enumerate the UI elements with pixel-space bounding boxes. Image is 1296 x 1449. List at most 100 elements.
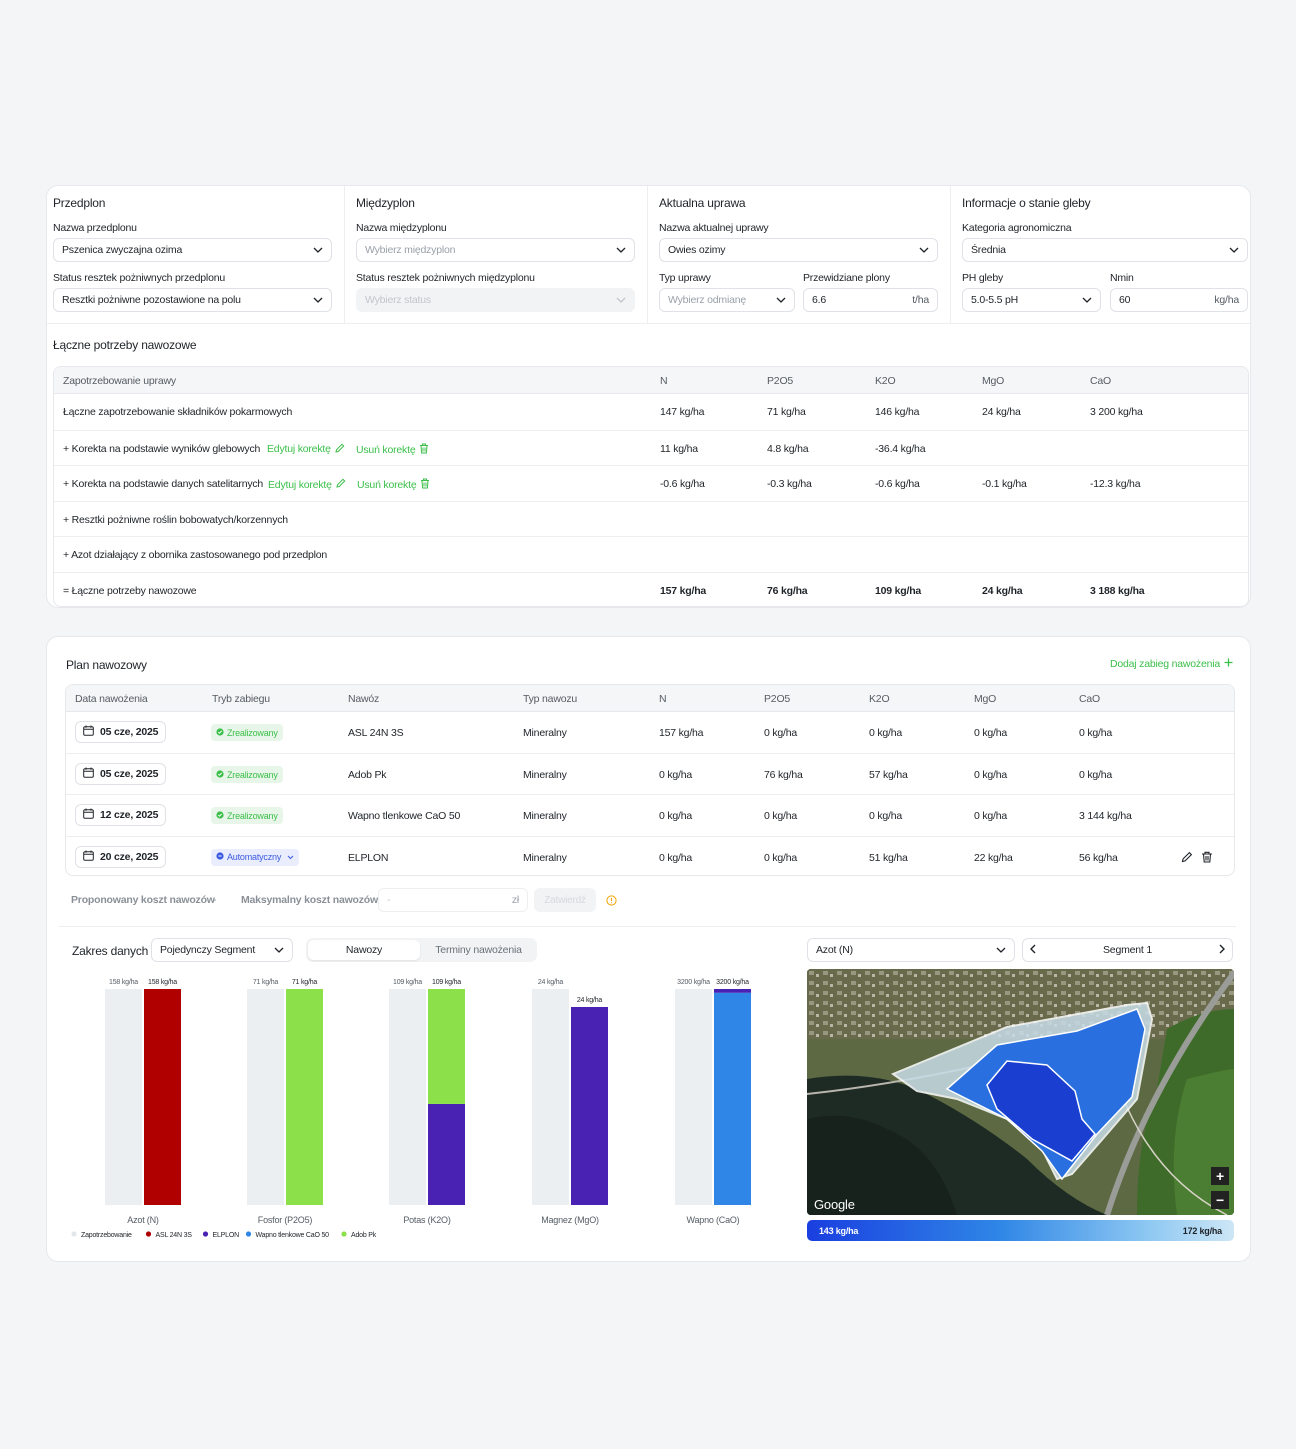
date-picker[interactable]: 05 cze, 2025 <box>75 721 167 743</box>
max-cost-unit: zł <box>511 894 519 906</box>
nutrient-select[interactable]: Azot (N) <box>807 938 1015 962</box>
auto-icon <box>216 852 224 862</box>
max-cost-label: Maksymalny koszt nawozów <box>241 894 378 906</box>
need-bar <box>247 989 284 1205</box>
needs-row-label: + Resztki pożniwne roślin bobowatych/kor… <box>63 513 288 526</box>
category-label: Azot (N) <box>127 1215 159 1225</box>
plan-cell: 0 kg/ha <box>974 769 1008 782</box>
need-bar <box>105 989 142 1205</box>
needs-header-p2o5: P2O5 <box>767 375 794 387</box>
chevron-down-icon <box>996 945 1006 955</box>
mode-label: Automatyczny <box>227 852 282 863</box>
przedplon-name-value: Pszenica zwyczajna ozima <box>62 244 183 256</box>
uprawa-type-select[interactable]: Wybierz odmianę <box>659 288 795 312</box>
edit-correction-button[interactable]: Edytuj korektę <box>268 478 346 491</box>
chevron-down-icon <box>616 245 626 255</box>
needs-cell: 3 188 kg/ha <box>1090 584 1145 597</box>
save-button[interactable]: Zatwierdź <box>534 888 596 912</box>
tab-nawozy[interactable]: Nawozy <box>308 940 420 960</box>
przedplon-status-select[interactable]: Resztki pożniwne pozostawione na polu <box>53 288 332 312</box>
plan-cell: 22 kg/ha <box>974 851 1013 864</box>
plan-cell: 0 kg/ha <box>764 727 798 739</box>
max-cost-input[interactable]: - zł <box>378 888 528 912</box>
miedzyplon-status-placeholder: Wybierz status <box>365 294 431 306</box>
date-picker[interactable]: 20 cze, 2025 <box>75 845 167 868</box>
plan-cell: 0 kg/ha <box>764 810 798 823</box>
legend-label: Zapotrzebowanie <box>81 1232 132 1239</box>
fertilizer-name: Wapno tlenkowe CaO 50 <box>348 810 461 823</box>
pencil-icon[interactable] <box>1181 851 1193 866</box>
fertilizer-name: ASL 24N 3S <box>348 727 404 739</box>
plan-header-fert: Nawóz <box>348 693 380 705</box>
date-value: 05 cze, 2025 <box>100 726 159 738</box>
miedzyplon-name-select[interactable]: Wybierz międzyplon <box>356 238 635 262</box>
needs-row: = Łączne potrzeby nawozowe 157 kg/ha 76 kg… <box>54 571 1248 607</box>
range-select[interactable]: Pojedynczy Segment <box>151 938 293 962</box>
legend-label: ASL 24N 3S <box>156 1232 193 1239</box>
mode-label: Zrealizowany <box>227 727 278 738</box>
mode-label: Zrealizowany <box>227 769 278 780</box>
need-bar <box>532 989 569 1205</box>
chevron-right-icon[interactable] <box>1218 944 1226 957</box>
trash-icon <box>419 443 429 457</box>
fertilizer-type: Mineralny <box>523 769 567 782</box>
legend-dot <box>245 1231 252 1237</box>
segment-map[interactable]: Google + − <box>807 969 1234 1215</box>
uprawa-yield-input[interactable]: 6.6 t/ha <box>803 288 938 312</box>
remove-correction-button[interactable]: Usuń korektę <box>356 443 429 457</box>
date-picker[interactable]: 05 cze, 2025 <box>75 763 167 786</box>
chevron-down-icon <box>1082 295 1092 305</box>
edit-correction-button[interactable]: Edytuj korektę <box>267 443 345 456</box>
plan-cell: 0 kg/ha <box>974 810 1008 823</box>
needs-cell: -0.1 kg/ha <box>982 478 1027 490</box>
add-treatment-button[interactable]: Dodaj zabieg nawożenia <box>1110 658 1233 670</box>
chevron-left-icon[interactable] <box>1029 944 1037 957</box>
check-circle-icon <box>216 727 224 738</box>
uprawa-type-label: Typ uprawy <box>659 272 711 284</box>
applied-bar-segment <box>428 989 465 1104</box>
gleba-nmin-label: Nmin <box>1110 272 1134 284</box>
chevron-down-icon <box>313 245 323 255</box>
needs-cell: 147 kg/ha <box>660 406 705 418</box>
plan-row: 05 cze, 2025 Zrealizowany ASL 24N 3S Min… <box>66 712 1234 753</box>
uprawa-name-select[interactable]: Owies ozimy <box>659 238 938 262</box>
needs-cell: 24 kg/ha <box>982 584 1023 597</box>
status-badge: Zrealizowany <box>211 766 283 784</box>
segment-switcher: Segment 1 <box>1022 938 1233 962</box>
miedzyplon-status-select[interactable]: Wybierz status <box>356 288 635 312</box>
plan-cell: 0 kg/ha <box>764 851 798 864</box>
pencil-icon <box>335 443 345 456</box>
date-picker[interactable]: 12 cze, 2025 <box>75 804 167 827</box>
remove-correction-button[interactable]: Usuń korektę <box>357 478 430 492</box>
needs-row: + Korekta na podstawie wyników glebowych… <box>54 429 1248 466</box>
need-value-label: 109 kg/ha <box>393 979 422 986</box>
uprawa-title: Aktualna uprawa <box>659 196 746 210</box>
calendar-icon <box>83 808 94 822</box>
needs-table: Zapotrzebowanie uprawy N P2O5 K2O MgO Ca… <box>53 366 1249 607</box>
zoom-out-button[interactable]: − <box>1211 1191 1229 1209</box>
plan-cell: 0 kg/ha <box>1079 769 1113 782</box>
info-icon[interactable] <box>606 895 617 909</box>
tab-terminy[interactable]: Terminy nawożenia <box>435 944 522 956</box>
date-value: 20 cze, 2025 <box>100 850 159 863</box>
category-label: Potas (K2O) <box>403 1215 451 1225</box>
plan-header-n: N <box>659 693 667 705</box>
calendar-icon <box>83 725 94 739</box>
mode-select[interactable]: Automatyczny <box>211 848 300 866</box>
crop-info-card: Przedplon Nazwa przedplonu Pszenica zwyc… <box>46 185 1252 608</box>
gleba-cat-select[interactable]: Średnia <box>962 238 1248 262</box>
chevron-down-icon <box>274 945 284 955</box>
needs-cell: 3 200 kg/ha <box>1090 406 1143 418</box>
gleba-ph-select[interactable]: 5.0-5.5 pH <box>962 288 1101 312</box>
gleba-nmin-input[interactable]: 60 kg/ha <box>1110 288 1248 312</box>
przedplon-name-select[interactable]: Pszenica zwyczajna ozima <box>53 238 332 262</box>
trash-icon[interactable] <box>1201 851 1213 866</box>
proposed-cost-label: Proponowany koszt nawozów <box>71 894 215 906</box>
plan-cell: 0 kg/ha <box>869 810 903 823</box>
plan-cell: 3 144 kg/ha <box>1079 810 1132 823</box>
range-select-value: Pojedynczy Segment <box>160 944 256 956</box>
zoom-in-button[interactable]: + <box>1211 1167 1229 1185</box>
needs-cell: 146 kg/ha <box>875 406 920 418</box>
fertilizer-name: ELPLON <box>348 851 389 864</box>
plan-header-k2o: K2O <box>869 693 890 705</box>
